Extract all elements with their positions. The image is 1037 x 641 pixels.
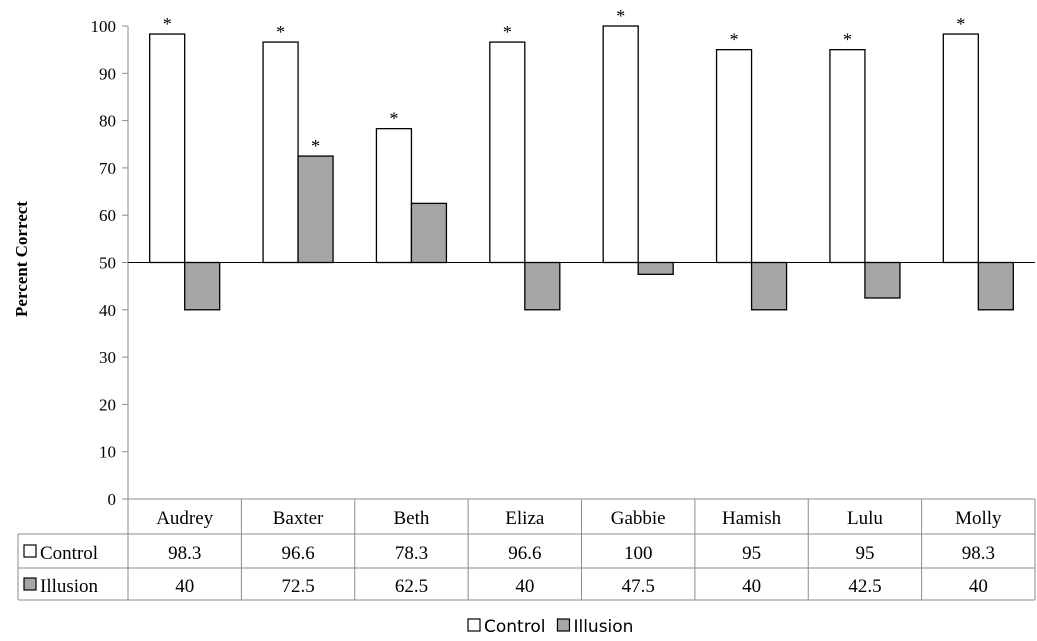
y-tick-label: 70 [99, 159, 116, 178]
table-key-control [23, 544, 37, 558]
legend-key-illusion [556, 618, 571, 632]
category-label: Hamish [722, 508, 782, 529]
category-label: Audrey [156, 508, 213, 529]
bar-illusion-eliza [524, 261, 561, 311]
bar-illusion-audrey [184, 261, 221, 311]
table-cell-value: 95 [742, 543, 761, 564]
bar-control-baxter [262, 41, 299, 264]
y-axis-title: Percent Correct [12, 201, 31, 317]
significance-marker: * [843, 30, 852, 50]
y-tick-label: 0 [108, 490, 117, 509]
table-cell-value: 40 [515, 576, 534, 597]
category-label: Beth [393, 508, 429, 529]
bar-control-lulu [829, 49, 866, 264]
bar-illusion-lulu [864, 261, 901, 299]
legend-label: Control [484, 617, 545, 637]
table-cell-value: 40 [742, 576, 761, 597]
category-label: Eliza [505, 508, 545, 529]
significance-marker: * [276, 22, 285, 42]
table-cell-value: 96.6 [281, 543, 314, 564]
significance-marker: * [616, 6, 625, 26]
table-cell-value: 95 [855, 543, 874, 564]
y-tick-label: 60 [99, 206, 116, 225]
bar-illusion-beth [410, 202, 448, 264]
table-key-illusion [23, 577, 37, 591]
table-cell-value: 72.5 [281, 576, 314, 597]
bar-control-gabbie [602, 25, 639, 264]
plot-area: 0 10 20 30 40 50 60 70 80 90 100 * * * * * * * * * Audrey Bax… [17, 6, 1036, 637]
y-tick-label: 90 [99, 64, 116, 83]
bar-illusion-molly [977, 261, 1014, 311]
y-tick-label: 20 [99, 395, 116, 414]
bar-illusion-baxter [297, 155, 334, 264]
table-cell-value: 42.5 [848, 576, 881, 597]
bar-illusion-hamish [750, 261, 788, 311]
table-cell-value: 62.5 [395, 576, 428, 597]
y-tick-label: 40 [99, 301, 116, 320]
significance-marker: * [730, 30, 739, 50]
significance-marker: * [389, 109, 398, 129]
bar-control-beth [375, 127, 413, 264]
table-row-label: Illusion [40, 576, 99, 597]
legend-key-control [467, 618, 481, 632]
category-label: Baxter [273, 508, 324, 529]
table-cell-value: 40 [175, 576, 194, 597]
table-cell-value: 100 [624, 543, 653, 564]
significance-marker: * [311, 136, 320, 156]
significance-marker: * [163, 14, 172, 34]
table-cell-value: 96.6 [508, 543, 541, 564]
y-tick-label: 30 [99, 348, 116, 367]
bar-control-hamish [715, 49, 753, 264]
y-tick-label: 80 [99, 112, 116, 131]
table-row-label: Control [40, 543, 98, 564]
bar-illusion-gabbie [637, 261, 674, 275]
y-tick-label: 100 [91, 17, 117, 36]
bar-control-audrey [149, 33, 186, 264]
table-cell-value: 98.3 [962, 543, 995, 564]
bar-control-molly [942, 33, 979, 264]
category-label: Lulu [847, 508, 883, 529]
legend-label: Illusion [573, 617, 633, 637]
category-label: Gabbie [611, 508, 666, 529]
table-cell-value: 40 [969, 576, 988, 597]
table-cell-value: 47.5 [622, 576, 655, 597]
significance-marker: * [503, 22, 512, 42]
y-tick-label: 50 [99, 254, 116, 273]
significance-marker: * [956, 14, 965, 34]
table-cell-value: 78.3 [395, 543, 428, 564]
table-cell-value: 98.3 [168, 543, 201, 564]
category-label: Molly [955, 508, 1002, 529]
y-tick-label: 10 [99, 443, 116, 462]
bar-control-eliza [489, 41, 526, 264]
